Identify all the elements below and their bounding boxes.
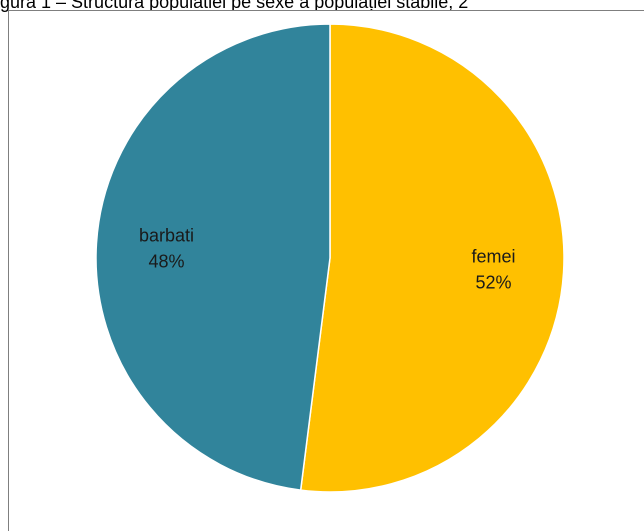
figure-caption: gura 1 – Structura populatiei pe sexe a … (0, 0, 469, 12)
pie-label-category: femei (471, 246, 515, 266)
pie-label-value: 52% (475, 272, 511, 292)
pie-label-femei: femei 52% (471, 246, 515, 292)
pie-label-value: 48% (149, 252, 185, 272)
pie-label-barbati: barbati 48% (139, 226, 194, 272)
pie-slice-femei (299, 23, 565, 493)
pie-label-category: barbati (139, 226, 194, 246)
pie-chart: femei 52% barbati 48% (95, 23, 565, 493)
chart-area: femei 52% barbati 48% (8, 10, 644, 531)
pie-slice-barbati (95, 23, 331, 491)
